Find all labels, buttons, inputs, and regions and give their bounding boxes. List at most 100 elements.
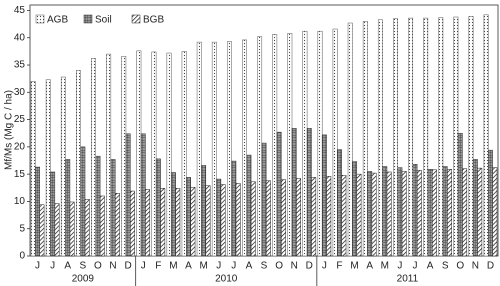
bar	[80, 146, 86, 257]
x-tick-label: D	[125, 261, 132, 272]
year-label: 2010	[215, 274, 238, 285]
bar	[302, 30, 308, 257]
bar	[250, 181, 256, 257]
x-tick-label: J	[412, 261, 417, 272]
bar	[341, 174, 347, 257]
bar	[151, 51, 157, 257]
bar	[306, 128, 312, 257]
x-tick-label: J	[397, 261, 402, 272]
bar	[386, 171, 392, 257]
bar	[121, 56, 127, 257]
x-tick-label: J	[141, 261, 146, 272]
bar	[257, 36, 263, 257]
x-tick-label: N	[109, 261, 116, 272]
bar	[483, 14, 489, 257]
bar	[91, 58, 96, 257]
bar	[175, 188, 181, 257]
x-tick-label: O	[94, 261, 102, 272]
y-tick-label: 10	[14, 196, 26, 207]
bar	[170, 172, 176, 257]
bar	[181, 51, 187, 257]
bar	[190, 186, 196, 257]
bar	[442, 166, 448, 257]
bar	[472, 159, 478, 257]
bar	[296, 178, 302, 257]
bar	[416, 170, 422, 257]
bar	[76, 70, 81, 257]
bar	[492, 167, 498, 257]
x-tick-label: F	[336, 261, 342, 272]
bar	[196, 41, 202, 257]
bar	[287, 33, 293, 257]
bar	[99, 195, 105, 257]
year-label: 2009	[72, 274, 95, 285]
x-tick-label: O	[456, 261, 464, 272]
bar	[462, 168, 468, 257]
x-tick-label: F	[155, 261, 161, 272]
bar	[231, 160, 237, 257]
y-tick-label: 0	[19, 251, 25, 262]
bar	[423, 17, 429, 257]
x-tick-label: M	[350, 261, 358, 272]
year-label: 2011	[397, 274, 419, 285]
bar	[45, 79, 51, 257]
y-tick-label: 25	[14, 114, 26, 125]
bar	[220, 184, 226, 257]
bar	[272, 34, 278, 257]
bar	[246, 154, 252, 257]
x-tick-label: S	[442, 261, 449, 272]
bar	[160, 188, 166, 257]
bar	[276, 131, 282, 257]
bar	[35, 166, 40, 257]
bar	[69, 201, 75, 257]
x-tick-label: O	[275, 261, 283, 272]
bar	[377, 19, 383, 257]
legend-swatch	[83, 14, 93, 24]
x-tick-label: M	[169, 261, 177, 272]
bar	[125, 133, 131, 257]
y-tick-label: 40	[14, 32, 26, 43]
bar	[401, 171, 407, 257]
bar	[317, 30, 323, 257]
bar	[265, 180, 271, 257]
bar	[155, 158, 161, 257]
bar	[140, 133, 146, 257]
y-tick-label: 15	[14, 169, 26, 180]
bar	[382, 166, 388, 257]
bar	[367, 171, 373, 257]
bar	[211, 41, 217, 257]
bar	[457, 132, 463, 257]
bar	[50, 171, 56, 257]
bar	[166, 52, 172, 257]
bar	[261, 142, 267, 257]
y-axis-label: Mf/Ms (Mg C / ha)	[4, 90, 15, 170]
y-tick-label: 45	[14, 5, 26, 16]
bar	[130, 190, 135, 257]
x-tick-label: N	[291, 261, 298, 272]
bar	[438, 17, 444, 257]
x-tick-label: A	[427, 261, 434, 272]
x-tick-label: J	[35, 261, 40, 272]
bar	[136, 50, 142, 257]
bar	[356, 173, 362, 257]
bar	[337, 149, 342, 257]
legend-label: AGB	[47, 15, 68, 26]
x-tick-label: J	[322, 261, 327, 272]
bar	[352, 161, 358, 257]
x-tick-label: A	[366, 261, 373, 272]
bar	[477, 167, 483, 257]
y-tick-label: 5	[19, 223, 25, 234]
bar	[106, 53, 112, 257]
bar	[371, 172, 377, 257]
x-tick-label: A	[64, 261, 71, 272]
bar	[468, 16, 474, 257]
y-tick-label: 20	[14, 142, 26, 153]
x-tick-label: J	[50, 261, 55, 272]
bar	[321, 134, 327, 257]
x-tick-label: D	[487, 261, 494, 272]
bar	[427, 168, 433, 257]
bar	[95, 155, 101, 257]
bar	[393, 18, 398, 257]
bar	[65, 159, 71, 257]
